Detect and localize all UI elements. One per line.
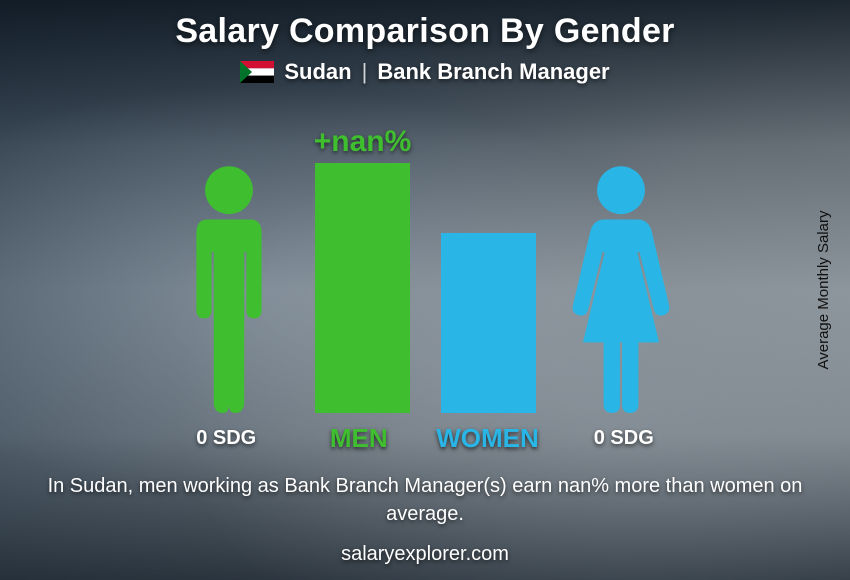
female-icon <box>566 163 676 413</box>
chart-description: In Sudan, men working as Bank Branch Man… <box>45 472 805 528</box>
chart-title: Salary Comparison By Gender <box>175 12 674 51</box>
female-icon-col <box>566 163 676 413</box>
women-value-label: 0 SDG <box>569 427 679 450</box>
flag-icon <box>240 61 274 83</box>
labels-row: 0 SDG MEN WOMEN 0 SDG <box>0 423 850 454</box>
footer-link[interactable]: salaryexplorer.com <box>0 543 850 566</box>
subtitle-separator: | <box>362 59 368 85</box>
men-category-label: MEN <box>311 423 406 454</box>
diff-label: +nan% <box>314 125 412 159</box>
chart-area: +nan% <box>174 93 677 413</box>
role-label: Bank Branch Manager <box>377 59 609 85</box>
men-bar <box>315 163 410 413</box>
men-bar-col: +nan% <box>314 125 412 413</box>
male-icon-col <box>174 163 284 413</box>
chart-subtitle: Sudan | Bank Branch Manager <box>240 59 609 85</box>
women-category-label: WOMEN <box>436 423 539 454</box>
yaxis-label: Average Monthly Salary <box>815 211 832 370</box>
country-label: Sudan <box>284 59 351 85</box>
women-bar <box>441 233 536 413</box>
male-icon <box>174 163 284 413</box>
men-value-label: 0 SDG <box>171 427 281 450</box>
women-bar-col <box>441 233 536 413</box>
